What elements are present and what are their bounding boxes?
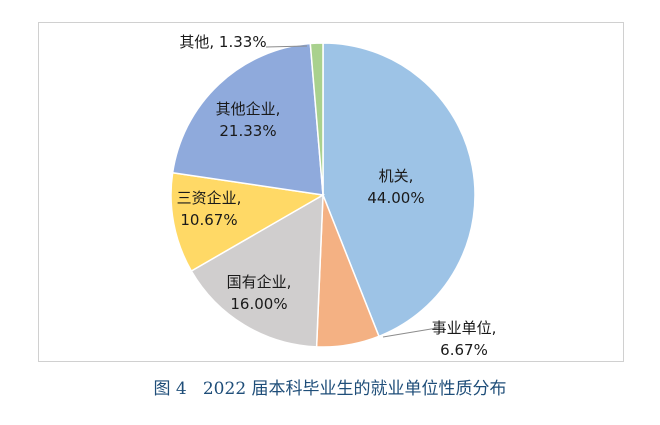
- pie-chart: 机关, 44.00% 事业单位, 6.67% 国有企业, 16.00% 三资企业, 10.67…: [170, 33, 497, 359]
- chart-frame: 机关, 44.00% 事业单位, 6.67% 国有企业, 16.00% 三资企业, 10.67…: [38, 22, 624, 362]
- pie-slice-5: [171, 42, 324, 196]
- pie-slice-6: [309, 42, 324, 196]
- slice-label-3: 国有企业, 16.00%: [227, 273, 292, 313]
- slice-label-5: 其他企业, 21.33%: [216, 100, 281, 140]
- slice-label-1: 机关, 44.00%: [367, 167, 424, 207]
- pie-slice-1: [322, 42, 476, 338]
- pie-slice-4: [170, 171, 326, 272]
- pie-slice-3: [190, 193, 324, 348]
- slice-label-2: 事业单位, 6.67%: [432, 319, 497, 359]
- slice-label-6: 其他, 1.33%: [179, 33, 266, 51]
- slice-label-4: 三资企业, 10.67%: [177, 189, 242, 229]
- leader-line-6: [265, 45, 308, 48]
- leader-line-2: [382, 327, 438, 338]
- figure-caption: 图 4 2022 届本科毕业生的就业单位性质分布: [153, 379, 507, 399]
